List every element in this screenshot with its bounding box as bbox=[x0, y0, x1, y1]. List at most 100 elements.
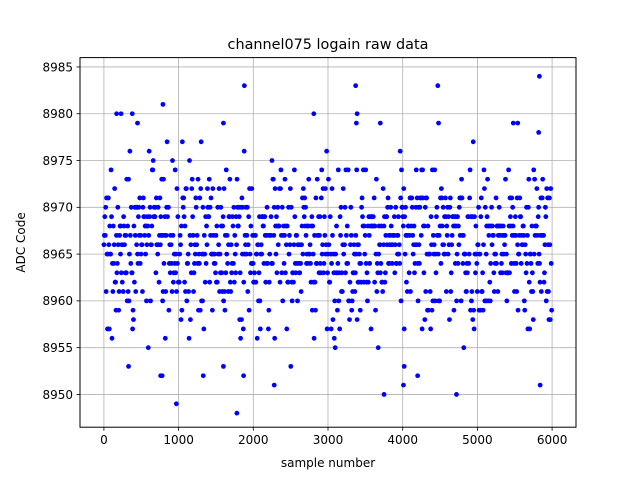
data-point bbox=[133, 289, 139, 294]
data-point bbox=[324, 326, 330, 332]
data-point bbox=[295, 298, 300, 304]
data-point bbox=[395, 232, 401, 238]
data-point bbox=[335, 307, 340, 313]
data-point bbox=[285, 279, 291, 285]
data-point bbox=[144, 298, 149, 304]
data-point bbox=[415, 373, 421, 379]
data-point bbox=[129, 270, 135, 276]
data-point bbox=[270, 261, 275, 266]
data-point bbox=[303, 232, 309, 238]
data-point bbox=[431, 242, 437, 248]
data-point bbox=[401, 382, 406, 388]
data-point bbox=[198, 139, 204, 145]
data-point bbox=[479, 289, 485, 294]
data-point bbox=[165, 214, 170, 220]
data-point bbox=[534, 223, 539, 229]
data-point bbox=[460, 232, 466, 238]
data-point bbox=[169, 289, 175, 294]
data-point bbox=[207, 279, 213, 285]
data-point bbox=[529, 223, 535, 229]
data-point bbox=[241, 148, 247, 154]
data-point bbox=[187, 158, 192, 163]
data-point bbox=[257, 326, 263, 332]
data-point bbox=[344, 223, 350, 229]
data-point bbox=[309, 214, 315, 220]
data-point bbox=[354, 111, 360, 117]
data-point bbox=[246, 214, 252, 220]
data-point bbox=[329, 261, 334, 266]
data-point bbox=[207, 204, 213, 210]
data-point bbox=[335, 167, 341, 173]
data-point bbox=[460, 261, 466, 266]
data-point bbox=[140, 204, 146, 210]
data-point bbox=[448, 270, 454, 276]
data-point bbox=[278, 167, 284, 173]
data-point bbox=[535, 214, 541, 220]
data-point bbox=[148, 298, 153, 304]
data-point bbox=[179, 223, 184, 229]
data-point bbox=[265, 261, 270, 266]
data-point bbox=[298, 289, 304, 294]
data-point bbox=[114, 261, 120, 266]
data-point bbox=[548, 186, 554, 192]
data-point bbox=[491, 289, 497, 294]
data-point bbox=[293, 270, 299, 276]
data-point bbox=[172, 167, 178, 173]
data-point bbox=[389, 261, 395, 266]
data-point bbox=[170, 279, 176, 285]
data-point bbox=[268, 214, 274, 220]
data-point bbox=[436, 232, 442, 238]
data-point bbox=[374, 261, 380, 266]
y-tick-label: 8965 bbox=[42, 247, 73, 261]
data-point bbox=[292, 214, 298, 220]
data-point bbox=[335, 261, 341, 266]
y-tick-label: 8960 bbox=[42, 294, 73, 308]
data-point bbox=[288, 204, 294, 210]
data-point bbox=[433, 270, 439, 276]
data-point bbox=[279, 270, 285, 276]
data-point bbox=[539, 195, 545, 201]
data-point bbox=[274, 214, 279, 220]
data-point bbox=[464, 289, 469, 294]
data-point bbox=[282, 176, 288, 182]
data-point bbox=[438, 261, 444, 266]
data-point bbox=[396, 242, 402, 248]
data-point bbox=[244, 232, 250, 238]
data-point bbox=[349, 307, 355, 313]
data-point bbox=[503, 251, 509, 257]
data-point bbox=[189, 186, 195, 192]
data-point bbox=[443, 289, 449, 294]
data-point bbox=[184, 298, 190, 304]
x-axis-label: sample number bbox=[281, 456, 375, 470]
data-point bbox=[540, 176, 546, 182]
data-point bbox=[168, 242, 174, 248]
data-point bbox=[201, 232, 207, 238]
data-point bbox=[280, 298, 286, 304]
data-point bbox=[106, 242, 112, 248]
data-point bbox=[217, 251, 223, 257]
data-point bbox=[439, 195, 445, 201]
data-point bbox=[244, 204, 250, 210]
data-point bbox=[417, 204, 423, 210]
data-point bbox=[253, 279, 259, 285]
data-point bbox=[531, 251, 537, 257]
data-point bbox=[409, 204, 415, 210]
data-point bbox=[163, 289, 169, 294]
data-point bbox=[437, 298, 442, 304]
data-point bbox=[283, 242, 289, 248]
data-point bbox=[156, 279, 162, 285]
y-tick-label: 8975 bbox=[42, 154, 73, 168]
data-point bbox=[345, 167, 351, 173]
data-point bbox=[218, 204, 224, 210]
data-point bbox=[230, 214, 235, 220]
data-point bbox=[353, 232, 359, 238]
data-point bbox=[179, 139, 185, 145]
data-point bbox=[493, 195, 499, 201]
data-point bbox=[146, 148, 152, 154]
data-point bbox=[510, 223, 516, 229]
data-point bbox=[256, 270, 262, 276]
data-point bbox=[166, 307, 172, 313]
data-point bbox=[170, 232, 176, 238]
data-point bbox=[354, 167, 360, 173]
